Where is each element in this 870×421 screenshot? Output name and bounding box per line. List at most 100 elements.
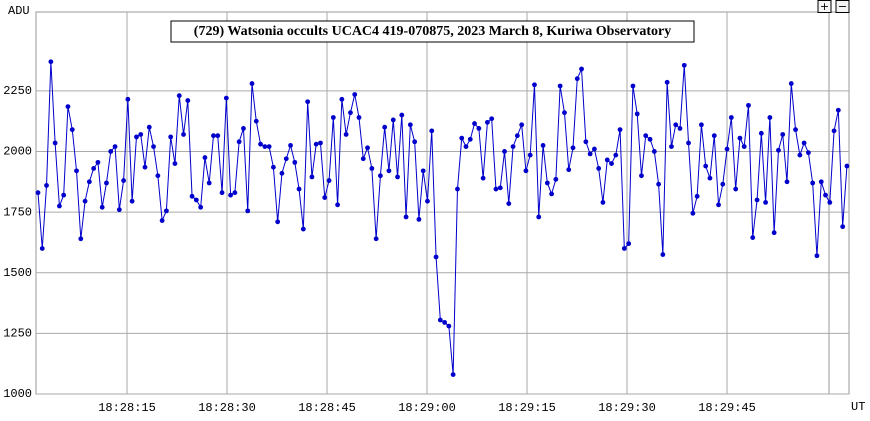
- data-point: [480, 175, 486, 181]
- data-point: [827, 199, 833, 205]
- data-point: [198, 204, 204, 210]
- data-point: [335, 202, 340, 208]
- data-point: [343, 132, 349, 137]
- data-point: [510, 144, 516, 150]
- series-line: [37, 61, 848, 375]
- data-point: [288, 142, 293, 148]
- data-point: [711, 133, 717, 139]
- data-point: [639, 173, 644, 179]
- data-point: [99, 204, 105, 210]
- data-point: [309, 174, 315, 180]
- y-tick-label: 2000: [3, 145, 32, 159]
- data-point: [425, 198, 430, 204]
- data-point: [840, 224, 846, 230]
- data-point: [348, 110, 353, 116]
- data-point: [613, 152, 619, 158]
- data-point: [86, 179, 92, 185]
- data-point: [574, 76, 580, 82]
- plot-layer: 1000 1250 1500 1750 2000 2250 18:28:15 18:28:30…: [3, 12, 850, 415]
- data-point: [801, 140, 807, 146]
- data-point: [746, 102, 751, 108]
- data-point: [476, 126, 482, 131]
- data-point: [788, 81, 794, 86]
- data-point: [493, 186, 499, 192]
- data-point: [283, 156, 289, 162]
- data-point: [797, 152, 803, 158]
- zoom-out-box[interactable]: [835, 0, 850, 13]
- zoom-in-box[interactable]: [817, 0, 832, 13]
- data-point: [241, 126, 246, 131]
- data-point: [566, 167, 572, 173]
- data-point: [741, 144, 747, 150]
- data-point: [767, 115, 773, 120]
- zoom-out[interactable]: −: [835, 0, 850, 13]
- chart-title: (729) Watsonia occults UCAC4 419-070875,…: [194, 24, 671, 39]
- data-point: [142, 164, 148, 170]
- data-point: [707, 175, 713, 181]
- data-point: [604, 157, 610, 163]
- data-point: [420, 168, 426, 174]
- data-point: [39, 246, 45, 251]
- data-point: [292, 159, 298, 165]
- data-point: [562, 110, 567, 116]
- data-point: [506, 201, 512, 207]
- data-point: [91, 166, 97, 171]
- data-point: [733, 186, 739, 192]
- data-point: [172, 161, 178, 166]
- data-point: [412, 139, 418, 145]
- data-point: [245, 208, 251, 214]
- data-point: [690, 210, 696, 216]
- data-point: [300, 226, 306, 232]
- data-point: [78, 236, 84, 242]
- plot-area: [35, 11, 850, 395]
- data-point: [669, 144, 674, 150]
- data-point: [780, 132, 786, 137]
- data-point: [609, 161, 614, 166]
- data-point: [390, 117, 396, 123]
- data-point: [228, 192, 234, 198]
- x-tick-label: 18:28:30: [198, 401, 256, 415]
- data-point: [570, 145, 576, 151]
- data-point: [673, 122, 679, 128]
- data-point: [407, 122, 413, 128]
- data-point: [164, 208, 169, 214]
- data-point: [784, 179, 790, 185]
- data-point: [253, 118, 259, 124]
- data-point: [527, 152, 533, 158]
- zoom-out-label[interactable]: −: [838, 0, 847, 13]
- data-point: [116, 207, 122, 213]
- y-tick-label: 1750: [3, 205, 32, 219]
- data-point: [373, 236, 379, 242]
- data-point: [318, 140, 323, 146]
- data-point: [540, 142, 546, 148]
- data-point: [532, 82, 537, 88]
- zoom-in-label[interactable]: +: [820, 0, 829, 13]
- data-point: [844, 163, 850, 169]
- data-point: [681, 62, 687, 68]
- data-point: [104, 180, 109, 186]
- data-point: [61, 192, 67, 198]
- data-point: [134, 134, 139, 140]
- data-point: [699, 122, 704, 128]
- data-point: [305, 99, 311, 105]
- data-point: [677, 126, 683, 131]
- data-point: [514, 133, 520, 139]
- data-point: [74, 168, 79, 174]
- data-point: [724, 146, 730, 152]
- data-point: [429, 128, 435, 134]
- data-point: [326, 178, 332, 183]
- data-point: [485, 119, 490, 125]
- data-point: [647, 136, 653, 142]
- data-point: [112, 144, 118, 150]
- title-box: [170, 20, 695, 43]
- data-point: [592, 146, 597, 152]
- data-point: [450, 372, 456, 377]
- data-point: [65, 104, 71, 109]
- data-point: [835, 107, 841, 113]
- zoom-in[interactable]: +: [817, 0, 832, 13]
- data-point: [215, 133, 221, 139]
- data-point: [236, 139, 242, 145]
- data-point: [806, 150, 811, 156]
- data-point: [57, 203, 62, 209]
- data-point: [664, 79, 670, 85]
